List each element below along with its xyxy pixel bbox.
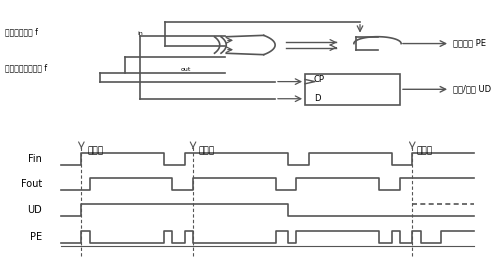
Text: out: out <box>181 67 192 72</box>
Text: 本地恢复定时信号 f: 本地恢复定时信号 f <box>5 64 47 73</box>
Text: UD: UD <box>28 205 42 215</box>
Text: 接收输入信号 f: 接收输入信号 f <box>5 27 38 36</box>
Text: CP: CP <box>314 75 325 84</box>
Text: in: in <box>138 31 143 36</box>
Bar <box>305 74 400 105</box>
Text: PE: PE <box>30 232 42 242</box>
Text: 滞后时: 滞后时 <box>198 147 214 156</box>
Text: 超前时: 超前时 <box>88 147 104 156</box>
Text: Fin: Fin <box>28 154 42 164</box>
Text: 超前/滞后 UD: 超前/滞后 UD <box>452 84 490 93</box>
Text: D: D <box>314 94 320 103</box>
Text: Fout: Fout <box>21 179 42 189</box>
Text: 相位误差 PE: 相位误差 PE <box>452 38 486 47</box>
Text: 同步时: 同步时 <box>416 147 432 156</box>
